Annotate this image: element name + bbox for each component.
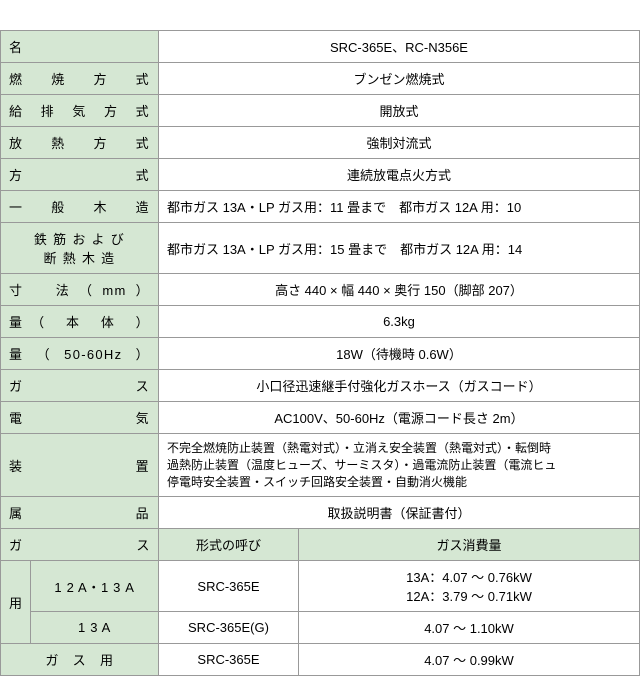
label-gas-conn: ガ ス <box>1 370 159 402</box>
spec-table: 名 SRC-365E、RC-N356E 燃 焼 方 式 ブンゼン燃焼式 給 排 … <box>0 30 640 676</box>
label-accessory: 属 品 <box>1 497 159 529</box>
value-dims: 高さ 440 × 幅 440 × 奥行 150（脚部 207） <box>158 274 639 306</box>
row-gas-conn: ガ ス 小口径迅速継手付強化ガスホース（ガスコード） <box>1 370 640 402</box>
gas2-model: SRC-365E(G) <box>158 612 298 644</box>
row-power: 量（50-60Hz） 18W（待機時 0.6W） <box>1 338 640 370</box>
gas3-model: SRC-365E <box>158 644 298 676</box>
gas1-cons: 13A：4.07 ～ 0.76kW 12A：3.79 ～ 0.71kW <box>298 561 639 612</box>
col-model: 形式の呼び <box>158 529 298 561</box>
row-gas-1: 用 1 2 A・1 3 A SRC-365E 13A：4.07 ～ 0.76kW… <box>1 561 640 612</box>
row-combustion: 燃 焼 方 式 ブンゼン燃焼式 <box>1 63 640 95</box>
row-gas-2: 1 3 A SRC-365E(G) 4.07 ～ 1.10kW <box>1 612 640 644</box>
label-dims: 寸 法（mm） <box>1 274 159 306</box>
row-model: 名 SRC-365E、RC-N356E <box>1 31 640 63</box>
label-safety: 装 置 <box>1 434 159 497</box>
gas1-model: SRC-365E <box>158 561 298 612</box>
row-dims: 寸 法（mm） 高さ 440 × 幅 440 × 奥行 150（脚部 207） <box>1 274 640 306</box>
row-gas-header: ガ ス 形式の呼び ガス消費量 <box>1 529 640 561</box>
value-weight: 6.3kg <box>158 306 639 338</box>
label-gas-section: ガ ス <box>1 529 159 561</box>
label-exhaust: 給 排 気 方 式 <box>1 95 159 127</box>
label-elec-conn: 電 気 <box>1 402 159 434</box>
label-radiation: 放 熱 方 式 <box>1 127 159 159</box>
gas3-label: ガ ス 用 <box>1 644 159 676</box>
value-elec-conn: AC100V、50-60Hz（電源コード長さ 2m） <box>158 402 639 434</box>
gas1-label: 1 2 A・1 3 A <box>31 561 159 612</box>
label-concrete: 鉄 筋 お よ び 断 熱 木 造 <box>1 223 159 274</box>
value-gas-conn: 小口径迅速継手付強化ガスホース（ガスコード） <box>158 370 639 402</box>
value-safety: 不完全燃焼防止装置（熱電対式）・立消え安全装置（熱電対式）・転倒時 過熱防止装置… <box>158 434 639 497</box>
value-radiation: 強制対流式 <box>158 127 639 159</box>
gas2-label: 1 3 A <box>31 612 159 644</box>
row-weight: 量（ 本 体 ） 6.3kg <box>1 306 640 338</box>
label-model: 名 <box>1 31 159 63</box>
value-ignition: 連続放電点火方式 <box>158 159 639 191</box>
row-ignition: 方 式 連続放電点火方式 <box>1 159 640 191</box>
col-consumption: ガス消費量 <box>298 529 639 561</box>
label-power: 量（50-60Hz） <box>1 338 159 370</box>
value-wood: 都市ガス 13A・LP ガス用：11 畳まで 都市ガス 12A 用：10 <box>158 191 639 223</box>
gas2-cons: 4.07 ～ 1.10kW <box>298 612 639 644</box>
row-exhaust: 給 排 気 方 式 開放式 <box>1 95 640 127</box>
value-power: 18W（待機時 0.6W） <box>158 338 639 370</box>
vert-label: 用 <box>1 561 31 644</box>
row-elec-conn: 電 気 AC100V、50-60Hz（電源コード長さ 2m） <box>1 402 640 434</box>
row-radiation: 放 熱 方 式 強制対流式 <box>1 127 640 159</box>
gas3-cons: 4.07 ～ 0.99kW <box>298 644 639 676</box>
label-weight: 量（ 本 体 ） <box>1 306 159 338</box>
label-combustion: 燃 焼 方 式 <box>1 63 159 95</box>
label-wood: 一 般 木 造 <box>1 191 159 223</box>
value-combustion: ブンゼン燃焼式 <box>158 63 639 95</box>
row-accessory: 属 品 取扱説明書（保証書付） <box>1 497 640 529</box>
value-model: SRC-365E、RC-N356E <box>158 31 639 63</box>
row-wood: 一 般 木 造 都市ガス 13A・LP ガス用：11 畳まで 都市ガス 12A … <box>1 191 640 223</box>
value-accessory: 取扱説明書（保証書付） <box>158 497 639 529</box>
row-gas-3: ガ ス 用 SRC-365E 4.07 ～ 0.99kW <box>1 644 640 676</box>
row-concrete: 鉄 筋 お よ び 断 熱 木 造 都市ガス 13A・LP ガス用：15 畳まで… <box>1 223 640 274</box>
row-safety: 装 置 不完全燃焼防止装置（熱電対式）・立消え安全装置（熱電対式）・転倒時 過熱… <box>1 434 640 497</box>
value-concrete: 都市ガス 13A・LP ガス用：15 畳まで 都市ガス 12A 用：14 <box>158 223 639 274</box>
label-ignition: 方 式 <box>1 159 159 191</box>
value-exhaust: 開放式 <box>158 95 639 127</box>
